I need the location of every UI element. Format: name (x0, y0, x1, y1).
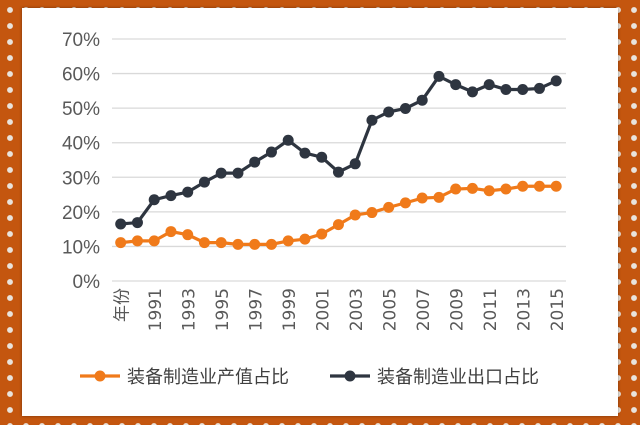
x-tick-label: 1993 (180, 288, 200, 331)
legend-marker (344, 370, 356, 382)
data-point (316, 151, 328, 163)
y-tick-label: 70% (62, 30, 100, 51)
x-tick-label: 2009 (448, 288, 468, 331)
y-tick-label: 50% (62, 99, 100, 120)
data-point (433, 70, 445, 82)
x-tick-label: 2003 (347, 288, 367, 331)
data-point (282, 134, 294, 146)
data-point (115, 237, 127, 249)
data-point (399, 197, 411, 209)
y-tick-label: 0% (73, 272, 101, 293)
data-point (533, 180, 545, 192)
data-point (215, 237, 227, 249)
x-tick-label: 2013 (515, 288, 535, 331)
data-point (399, 102, 411, 114)
data-point (198, 237, 210, 249)
x-tick-label: 2005 (381, 288, 401, 331)
data-point (433, 191, 445, 203)
data-point (165, 190, 177, 202)
data-point (249, 156, 261, 168)
data-point (316, 228, 328, 240)
data-point (282, 235, 294, 247)
data-point (232, 167, 244, 179)
legend-marker (94, 370, 106, 382)
x-tick-label: 2015 (548, 288, 568, 331)
data-point (299, 233, 311, 245)
data-point (131, 235, 143, 247)
y-tick-label: 30% (62, 168, 100, 189)
data-point (517, 180, 529, 192)
data-point (349, 158, 361, 170)
data-point (349, 209, 361, 221)
data-point (198, 176, 210, 188)
data-point (500, 83, 512, 95)
data-point (249, 238, 261, 250)
data-point (131, 217, 143, 229)
data-point (550, 75, 562, 87)
data-point (165, 226, 177, 238)
x-tick-label: 1995 (213, 288, 233, 331)
data-point (450, 79, 462, 91)
data-point (466, 182, 478, 194)
data-point (466, 86, 478, 98)
data-point (215, 167, 227, 179)
series-line (120, 74, 557, 226)
data-point (115, 218, 127, 230)
data-point (416, 192, 428, 204)
x-tick-label: 1991 (146, 288, 166, 331)
data-point (148, 235, 160, 247)
y-tick-label: 60% (62, 65, 100, 86)
y-tick-label: 40% (62, 134, 100, 155)
data-point (182, 229, 194, 241)
data-point (299, 147, 311, 159)
data-point (148, 194, 160, 206)
data-point (366, 207, 378, 219)
x-tick-label: 2007 (414, 288, 434, 331)
y-tick-label: 20% (62, 203, 100, 224)
data-point (182, 186, 194, 198)
data-point (500, 183, 512, 195)
legend-label: 装备制造业产值占比 (127, 367, 289, 388)
data-point (366, 114, 378, 126)
data-point (416, 94, 428, 106)
x-tick-label: 年份 (113, 288, 133, 322)
legend-label: 装备制造业出口占比 (377, 367, 539, 388)
data-point (550, 180, 562, 192)
data-point (517, 83, 529, 95)
data-point (265, 238, 277, 250)
x-tick-label: 2011 (481, 288, 501, 331)
data-point (332, 219, 344, 231)
data-point (232, 238, 244, 250)
data-point (332, 166, 344, 178)
data-point (383, 106, 395, 118)
data-point (483, 185, 495, 197)
data-point (483, 79, 495, 91)
data-point (533, 82, 545, 94)
x-tick-label: 1999 (280, 288, 300, 331)
data-point (265, 146, 277, 158)
data-point (383, 201, 395, 213)
y-tick-label: 10% (62, 237, 100, 258)
data-point (450, 183, 462, 195)
x-tick-label: 1997 (247, 288, 267, 331)
x-tick-label: 2001 (314, 288, 334, 331)
